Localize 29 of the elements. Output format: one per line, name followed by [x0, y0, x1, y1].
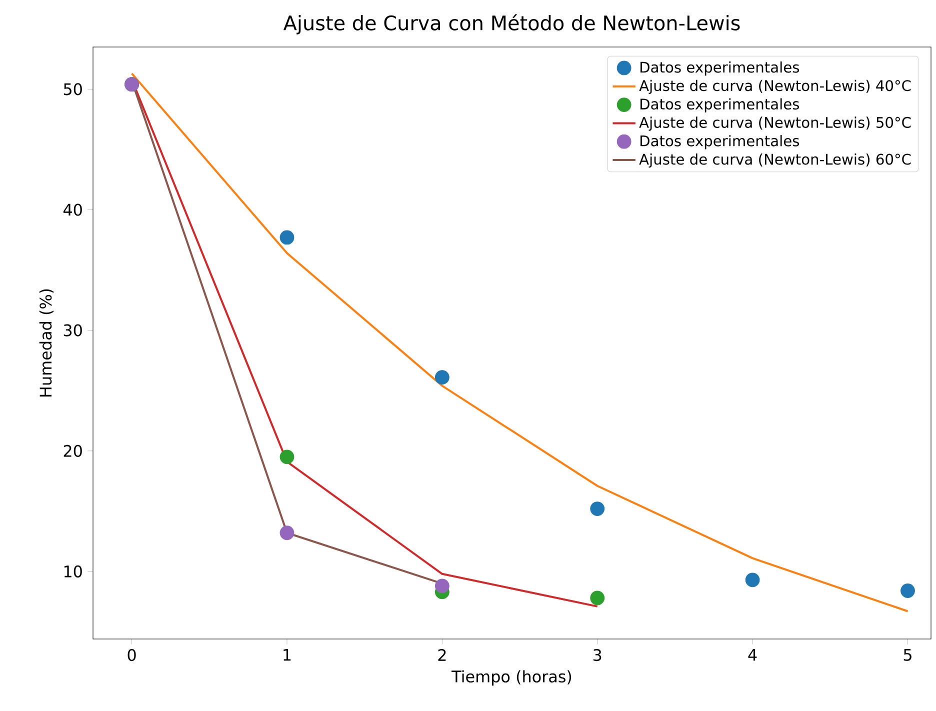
legend-label: Ajuste de curva (Newton-Lewis) 50°C [639, 116, 911, 131]
legend-label: Ajuste de curva (Newton-Lewis) 40°C [639, 80, 911, 94]
x-tick-label: 1 [284, 649, 291, 661]
legend-label: Datos experimentales [640, 135, 800, 150]
point [590, 502, 605, 516]
point [745, 572, 760, 588]
x-tick-label: 3 [593, 649, 602, 662]
point [434, 578, 450, 594]
y-tick-label: 30 [64, 324, 82, 336]
y-axis-title: Humedad (%) [39, 289, 54, 396]
y-tick-label: 10 [64, 565, 82, 578]
point [280, 450, 294, 464]
x-tick-label: 2 [438, 649, 446, 661]
point [280, 526, 294, 540]
x-tick-label: 0 [128, 649, 136, 662]
chart-title: Ajuste de Curva con Método de Newton-Lewis [283, 14, 740, 34]
point [434, 370, 450, 385]
x-tick-label: 4 [748, 649, 757, 661]
point [280, 230, 294, 245]
y-tick-label: 40 [63, 204, 82, 216]
legend-label: Datos experimentales [640, 61, 800, 76]
point [900, 584, 915, 598]
legend-label: Datos experimentales [640, 98, 800, 112]
y-tick-label: 50 [64, 83, 82, 96]
x-tick-label: 5 [904, 649, 912, 661]
point [590, 590, 605, 606]
y-tick-label: 20 [64, 444, 82, 457]
legend-label: Ajuste de curva (Newton-Lewis) 60°C [639, 153, 911, 168]
x-axis-title: Tiempo (horas) [452, 670, 572, 686]
